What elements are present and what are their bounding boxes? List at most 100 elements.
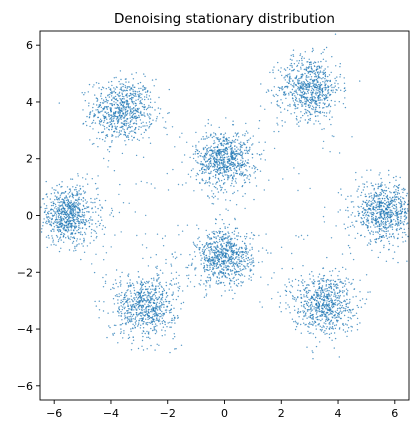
scatter-point <box>122 83 125 86</box>
scatter-point <box>63 207 65 210</box>
scatter-point <box>113 123 116 125</box>
scatter-point <box>128 95 130 97</box>
scatter-point <box>278 89 281 92</box>
scatter-point <box>237 282 240 285</box>
scatter-point <box>240 141 242 143</box>
scatter-point <box>141 307 143 309</box>
scatter-point <box>136 110 139 113</box>
scatter-point <box>310 63 312 66</box>
scatter-point <box>52 201 54 203</box>
scatter-point <box>239 166 241 168</box>
scatter-point <box>53 221 56 223</box>
scatter-point <box>378 193 381 196</box>
scatter-point <box>284 79 286 81</box>
scatter-point <box>249 137 252 139</box>
scatter-point <box>66 230 68 232</box>
scatter-point <box>135 115 137 117</box>
scatter-point <box>169 312 171 314</box>
scatter-point <box>307 67 309 69</box>
scatter-point <box>114 112 117 114</box>
scatter-point <box>334 91 337 94</box>
scatter-point <box>328 118 331 121</box>
scatter-point <box>249 249 251 251</box>
scatter-point <box>392 233 394 235</box>
scatter-point <box>394 208 396 210</box>
scatter-point <box>245 165 247 167</box>
scatter-point <box>237 161 239 163</box>
scatter-point <box>223 134 225 136</box>
scatter-point <box>298 80 301 82</box>
scatter-point <box>212 175 214 178</box>
scatter-point <box>220 262 223 265</box>
scatter-point <box>82 123 84 125</box>
scatter-point <box>234 157 236 160</box>
scatter-point <box>306 61 308 63</box>
scatter-point <box>222 256 225 258</box>
scatter-point <box>345 198 347 200</box>
scatter-point <box>128 103 130 105</box>
scatter-point <box>406 192 408 195</box>
scatter-point <box>389 181 391 184</box>
scatter-point <box>318 88 320 91</box>
scatter-point <box>147 304 149 306</box>
scatter-point <box>320 84 322 86</box>
scatter-point <box>67 193 69 195</box>
scatter-point <box>68 249 71 251</box>
scatter-point <box>147 311 150 314</box>
scatter-point <box>212 268 214 270</box>
scatter-point <box>247 162 250 164</box>
scatter-point <box>194 151 197 153</box>
scatter-point <box>378 237 381 239</box>
scatter-point <box>115 86 118 88</box>
scatter-point <box>301 62 303 64</box>
scatter-point <box>318 105 320 107</box>
scatter-point <box>127 101 129 103</box>
scatter-point <box>398 192 400 195</box>
scatter-point <box>92 106 94 109</box>
scatter-point <box>404 201 406 204</box>
scatter-point <box>402 231 404 234</box>
scatter-point <box>238 153 240 156</box>
scatter-point <box>234 163 236 165</box>
scatter-point <box>57 192 59 194</box>
scatter-point <box>64 190 67 193</box>
scatter-point <box>92 211 94 214</box>
scatter-point <box>150 288 152 290</box>
scatter-point <box>218 140 220 142</box>
scatter-point <box>230 249 232 251</box>
scatter-point <box>228 235 231 237</box>
scatter-point <box>222 234 225 236</box>
scatter-point <box>260 83 262 85</box>
scatter-point <box>97 131 100 134</box>
scatter-point <box>381 228 383 230</box>
scatter-point <box>226 248 228 251</box>
scatter-point <box>224 166 226 168</box>
scatter-point <box>376 195 378 198</box>
scatter-point <box>260 276 262 278</box>
scatter-point <box>79 211 81 213</box>
scatter-point <box>70 204 73 206</box>
scatter-point <box>146 324 149 326</box>
scatter-point <box>209 253 211 255</box>
scatter-point <box>234 145 236 147</box>
scatter-point <box>102 310 105 312</box>
scatter-point <box>290 78 292 80</box>
scatter-point <box>140 122 143 125</box>
scatter-point <box>311 86 313 88</box>
scatter-point <box>379 216 381 218</box>
scatter-point <box>72 213 75 216</box>
scatter-point <box>124 296 126 298</box>
scatter-point <box>289 105 291 107</box>
scatter-point <box>209 157 212 159</box>
scatter-point <box>240 255 242 257</box>
scatter-point <box>317 61 319 63</box>
scatter-point <box>99 222 101 225</box>
scatter-point <box>103 233 106 235</box>
scatter-point <box>309 73 311 76</box>
scatter-point <box>245 246 247 248</box>
scatter-point <box>214 272 216 274</box>
scatter-point <box>212 249 215 251</box>
scatter-point <box>135 122 137 125</box>
scatter-point <box>296 92 298 94</box>
scatter-point <box>139 92 141 95</box>
